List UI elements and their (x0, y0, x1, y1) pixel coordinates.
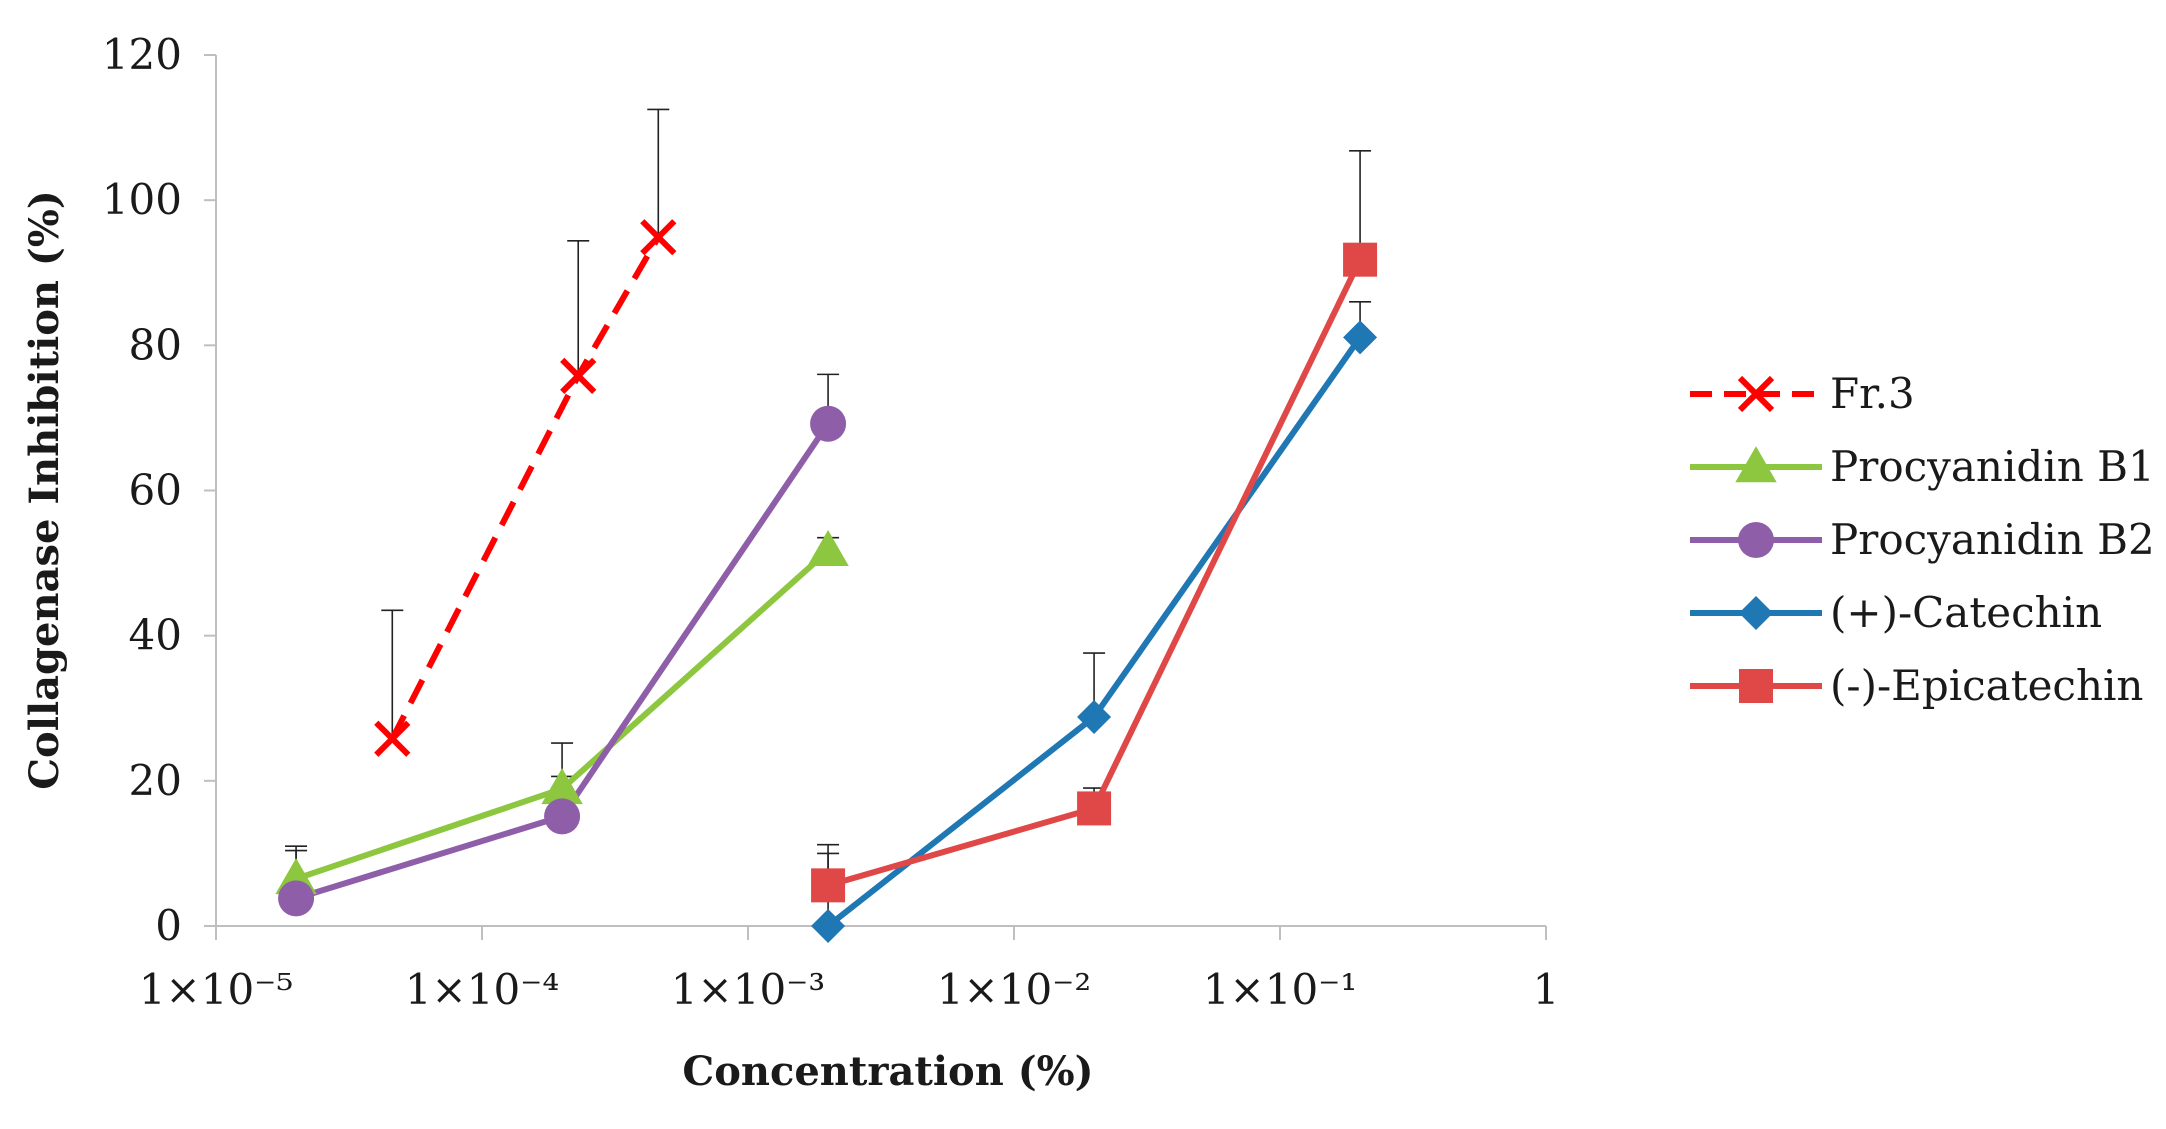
marker-x (374, 720, 411, 757)
marker-circle (810, 405, 847, 442)
legend-item: Procyanidin B2 (1690, 515, 2155, 564)
y-tick-label: 120 (102, 30, 182, 79)
x-tick-label: 1×10⁻² (937, 965, 1091, 1014)
marker-square (811, 868, 846, 903)
x-axis-title: Concentration (%) (682, 1048, 1093, 1095)
x-tick-label: 1×10⁻⁴ (405, 965, 559, 1014)
legend-label: (+)-Catechin (1830, 588, 2102, 637)
y-tick-label: 60 (129, 466, 182, 515)
series-line (389, 235, 661, 741)
y-tick-label: 80 (129, 320, 182, 369)
marker-diamond (1343, 320, 1378, 355)
marker-square (1739, 669, 1773, 703)
marker-square (1077, 791, 1112, 826)
legend-label: (-)-Epicatechin (1830, 661, 2143, 710)
x-tick-label: 1×10⁻³ (671, 965, 825, 1014)
axes (215, 55, 1546, 927)
marker-triangle (807, 530, 849, 567)
legend-label: Fr.3 (1830, 369, 1915, 418)
marker-x (1737, 375, 1775, 413)
legend-item: Procyanidin B1 (1690, 442, 2155, 491)
legend-item: Fr.3 (1690, 369, 1915, 418)
marker-x-stroke (640, 219, 677, 256)
marker-triangle (1735, 446, 1777, 483)
error-bars (285, 108, 1372, 926)
marker-x-stroke (374, 720, 411, 757)
marker-diamond (1739, 596, 1773, 630)
x-tick-label: 1 (1533, 965, 1560, 1014)
marker-x (560, 357, 597, 394)
y-tick-label: 20 (129, 756, 182, 805)
marker-square (1343, 242, 1378, 277)
y-tick-label: 100 (102, 175, 182, 224)
y-tick-label: 40 (129, 611, 182, 660)
marker-circle (278, 880, 315, 917)
marker-circle (1738, 522, 1774, 558)
legend-label: Procyanidin B2 (1830, 515, 2155, 564)
marker-circle (544, 798, 581, 835)
marker-x-stroke (560, 357, 597, 394)
marker-diamond (811, 909, 846, 943)
marker-x (640, 219, 677, 256)
legend-label: Procyanidin B1 (1830, 442, 2155, 491)
legend-item: (-)-Epicatechin (1690, 661, 2143, 710)
x-ticks: 1×10⁻⁵ 1×10⁻⁴ 1×10⁻³ 1×10⁻² 1×10⁻¹ 1 (139, 926, 1560, 1014)
marker-diamond (1077, 699, 1112, 734)
series-markers (275, 219, 1378, 943)
series-lines (295, 235, 1363, 929)
y-tick-label: 0 (155, 901, 182, 950)
y-ticks: 0 20 40 60 80 100 120 (102, 30, 216, 950)
legend: Fr.3 Procyanidin B1 Procyanidin B2 (+)-Cate… (1690, 369, 2155, 710)
x-tick-label: 1×10⁻⁵ (139, 965, 293, 1014)
marker-triangle (541, 768, 583, 805)
x-tick-label: 1×10⁻¹ (1203, 965, 1357, 1014)
marker-x-stroke (1737, 375, 1775, 413)
legend-item: (+)-Catechin (1690, 588, 2102, 637)
y-axis-title: Collagenase Inhibition (%) (21, 190, 68, 790)
